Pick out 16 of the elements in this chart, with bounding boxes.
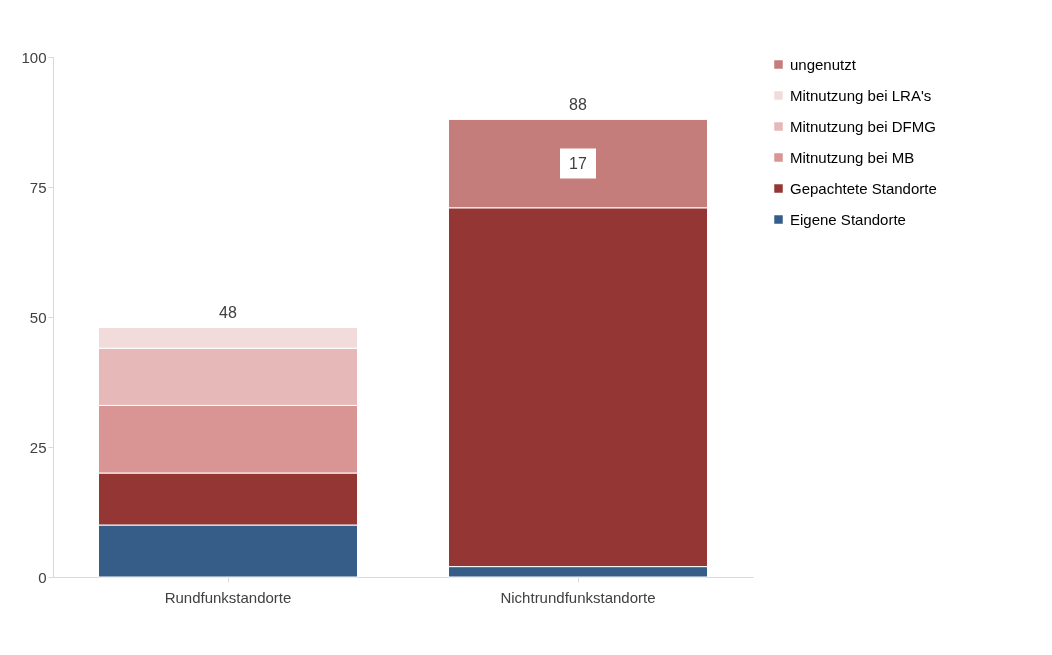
legend-label: Eigene Standorte bbox=[790, 210, 906, 228]
legend-label: ungenutzt bbox=[790, 55, 857, 73]
data-label: 17 bbox=[569, 154, 587, 172]
x-tick-label: Rundfunkstandorte bbox=[164, 588, 292, 606]
x-tick-label: Nichtrundfunkstandorte bbox=[500, 588, 656, 606]
y-tick-label: 25 bbox=[29, 438, 47, 456]
y-tick-label: 0 bbox=[38, 568, 47, 586]
legend-label: Mitnutzung bei DFMG bbox=[790, 117, 936, 135]
y-tick-label: 100 bbox=[21, 48, 47, 66]
y-tick-label: 50 bbox=[29, 308, 47, 326]
legend-label: Gepachtete Standorte bbox=[790, 179, 937, 197]
total-label: 48 bbox=[219, 304, 237, 322]
total-label: 88 bbox=[569, 96, 587, 114]
legend-label: Mitnutzung bei MB bbox=[790, 148, 915, 166]
legend-label: Mitnutzung bei LRA's bbox=[790, 86, 932, 104]
y-tick-label: 75 bbox=[29, 178, 47, 196]
